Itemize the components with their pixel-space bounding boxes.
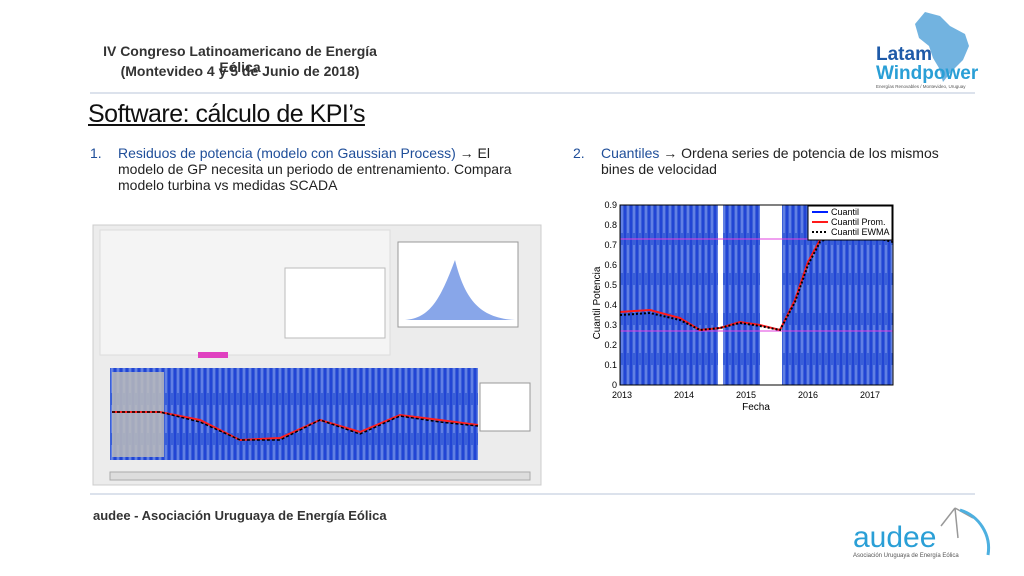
logo-word: audee bbox=[853, 521, 936, 554]
header-line: (Montevideo 4 y 5 de Junio de 2018) bbox=[120, 63, 360, 79]
x-axis-label: Fecha bbox=[742, 402, 770, 413]
logo-tagline: Asociación Uruguaya de Energía Eólica bbox=[853, 553, 959, 559]
y-tick-label: 0.4 bbox=[604, 300, 617, 310]
x-tick-label: 2013 bbox=[612, 390, 632, 400]
y-axis-label: Cuantil Potencia bbox=[592, 266, 603, 339]
y-tick-label: 0.3 bbox=[604, 320, 617, 330]
x-tick-label: 2014 bbox=[674, 390, 694, 400]
y-tick-label: 0.2 bbox=[604, 340, 617, 350]
y-tick-label: 0.7 bbox=[604, 240, 617, 250]
x-tick-label: 2015 bbox=[736, 390, 756, 400]
item-text: → Ordena series de potencia de los mismo… bbox=[601, 145, 939, 177]
y-tick-label: 0.8 bbox=[604, 220, 617, 230]
audee-logo: audee Asociación Uruguaya de Energía Eól… bbox=[853, 507, 991, 559]
quantile-chart: Cuantil Potencia Fecha 0 0.1 0.2 0.3 0.4 0.5 0… bbox=[592, 198, 900, 413]
y-tick-label: 0.5 bbox=[604, 280, 617, 290]
logo-word: Latam bbox=[876, 44, 932, 65]
x-tick-label: 2017 bbox=[860, 390, 880, 400]
x-tick-label: 2016 bbox=[798, 390, 818, 400]
y-tick-label: 0.6 bbox=[604, 260, 617, 270]
list-item: 1. Residuos de potencia (modelo con Gauss… bbox=[90, 145, 512, 193]
footer-text: audee - Asociación Uruguaya de Energía E… bbox=[93, 508, 387, 523]
legend-label: Cuantil EWMA bbox=[831, 227, 890, 237]
latam-logo: Latam Windpower Energías Renovables / Mo… bbox=[876, 12, 979, 89]
item-heading: Cuantiles bbox=[601, 145, 660, 161]
legend-label: Cuantil bbox=[831, 207, 859, 217]
legend-label: Cuantil Prom. bbox=[831, 217, 886, 227]
item-heading: Residuos de potencia (modelo con Gaussia… bbox=[118, 145, 456, 161]
item-text: → El modelo de GP necesita un periodo de… bbox=[118, 145, 512, 193]
header-line: IV Congreso Latinoamericano de Energía E… bbox=[103, 43, 377, 75]
logo-tagline: Energías Renovables / Montevideo, Urugua… bbox=[876, 84, 966, 89]
y-tick-label: 0.1 bbox=[604, 360, 617, 370]
slide-title: Software: cálculo de KPI’s bbox=[88, 100, 365, 128]
software-screenshot bbox=[92, 224, 542, 486]
y-tick-label: 0.9 bbox=[604, 200, 617, 210]
y-tick-label: 0 bbox=[612, 380, 617, 390]
logo-word: Windpower bbox=[876, 63, 979, 84]
list-item: 2. Cuantiles → Ordena series de potencia … bbox=[573, 145, 939, 177]
